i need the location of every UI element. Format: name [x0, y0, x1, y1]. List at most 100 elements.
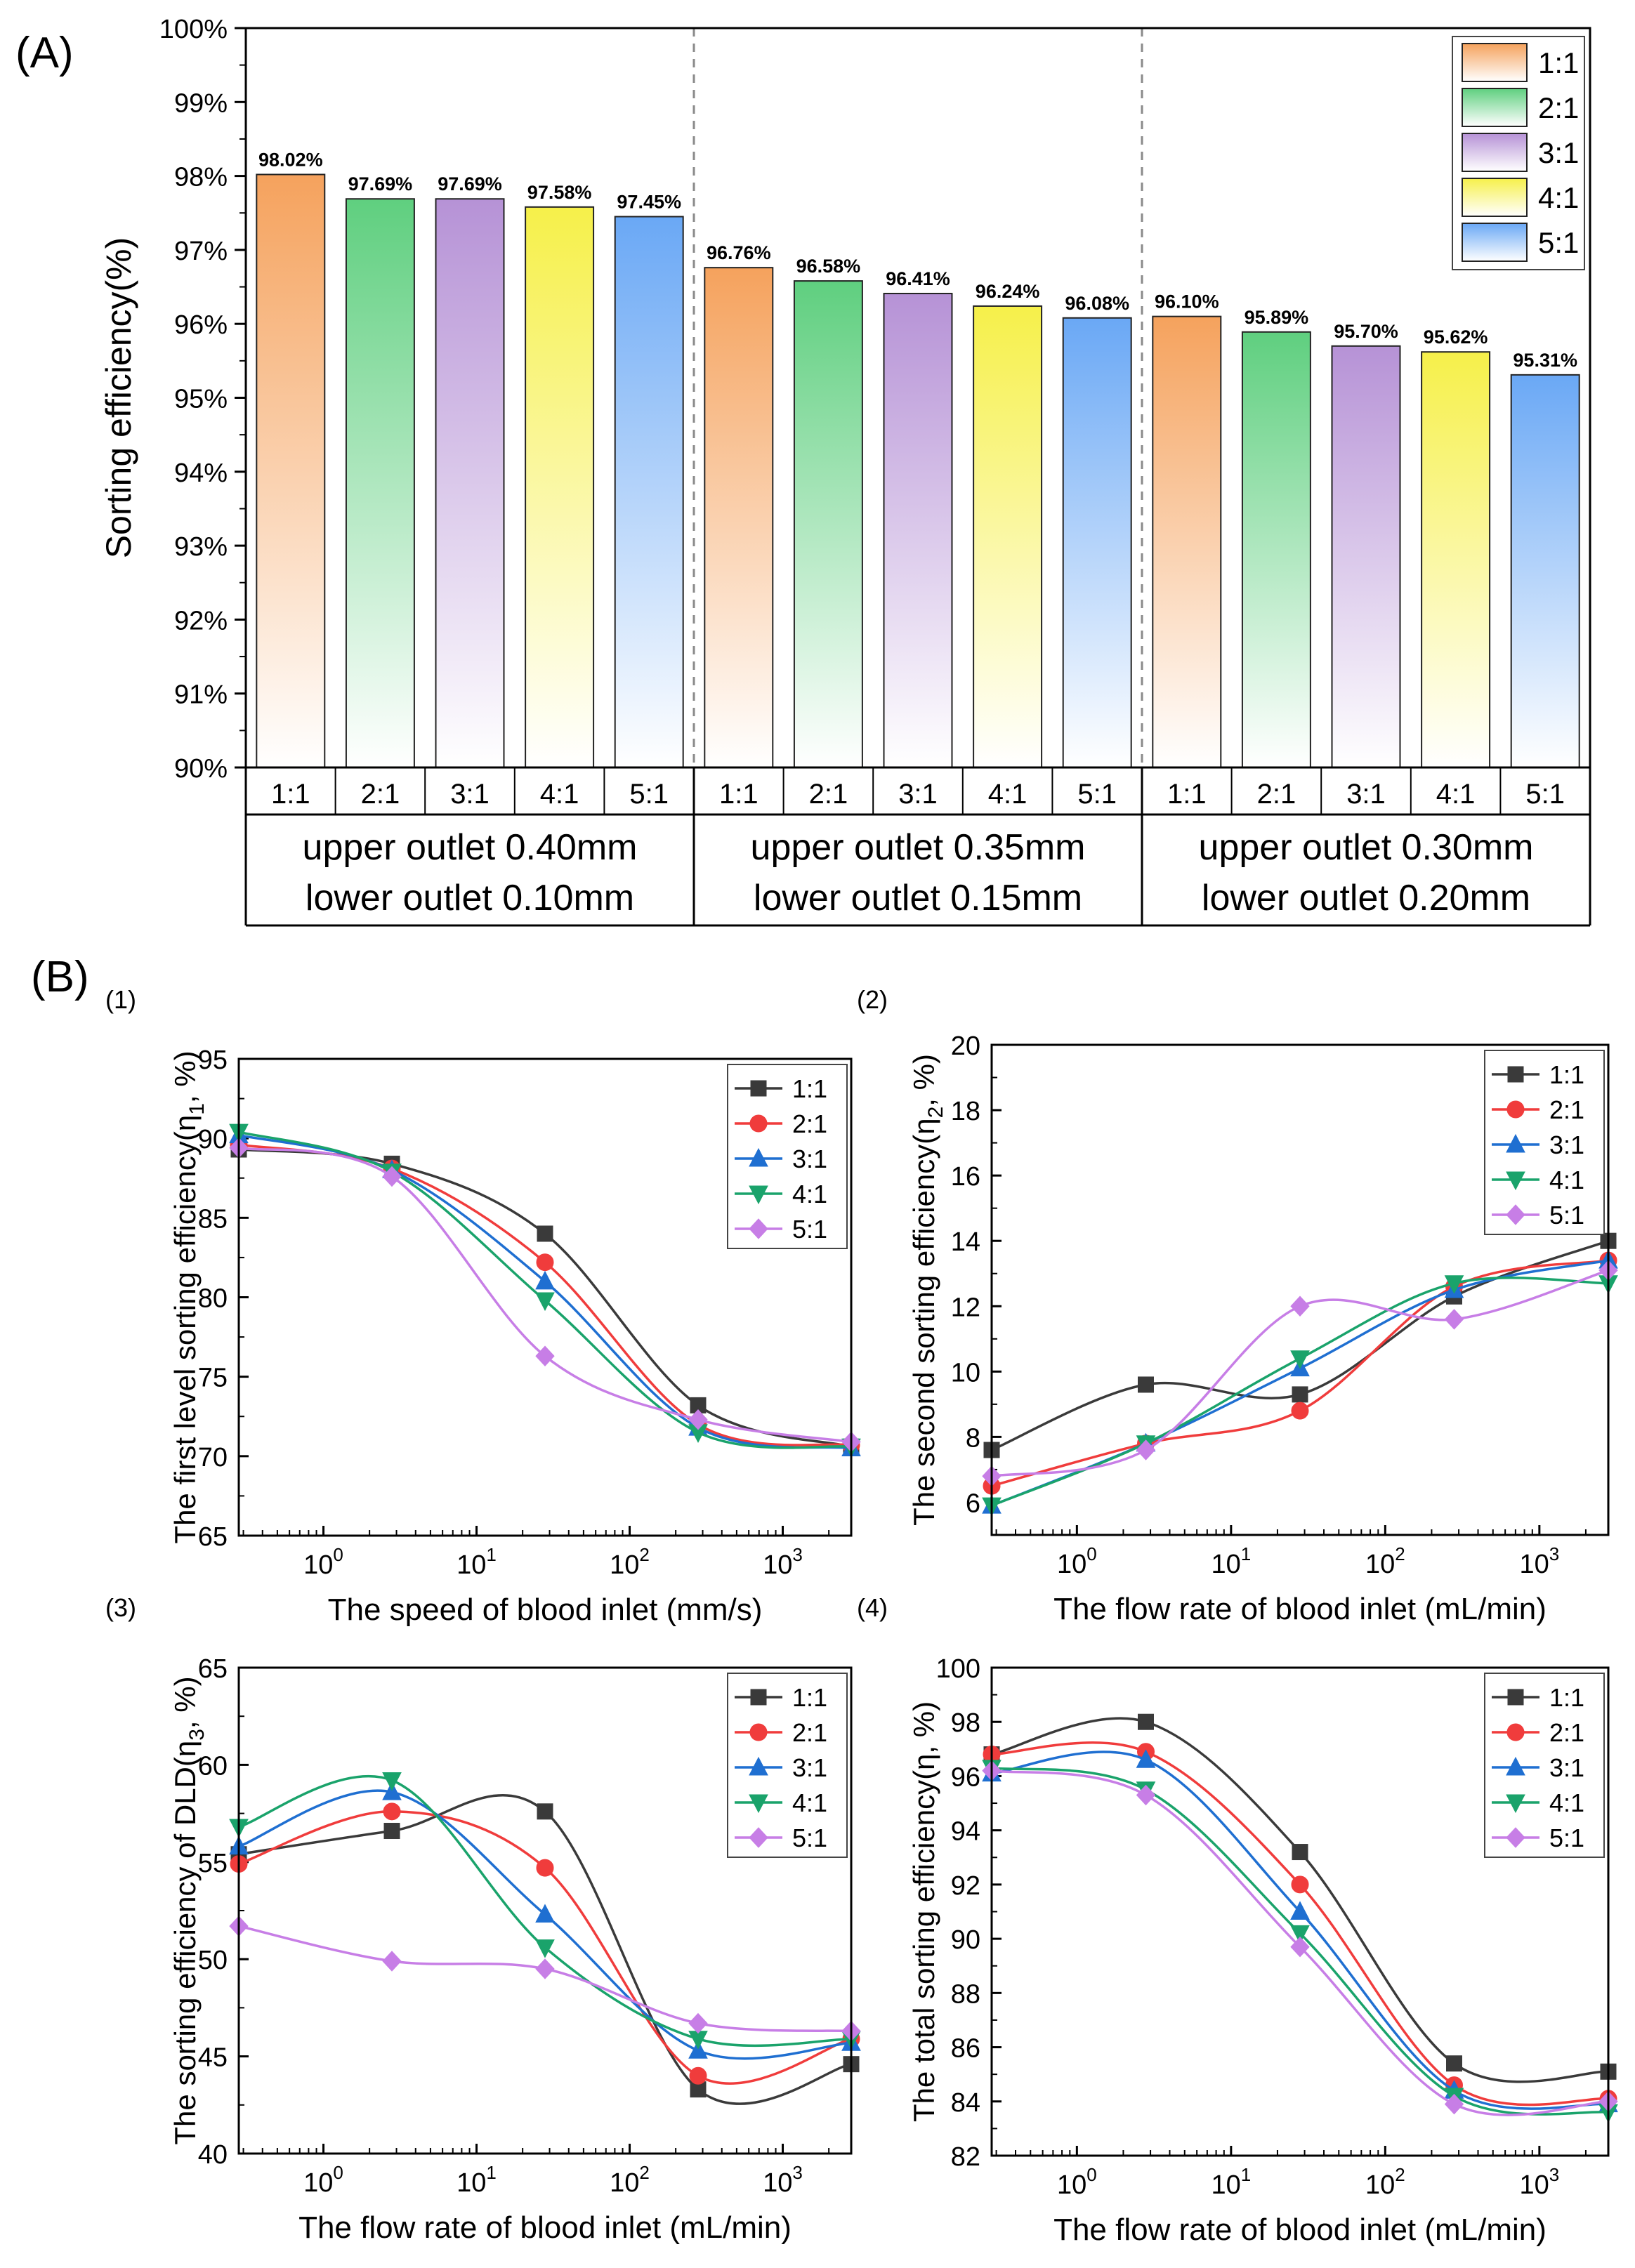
data-point — [535, 1904, 555, 1923]
legend-label: 1:1 — [1549, 1683, 1584, 1712]
x-category-label: 1:1 — [1167, 779, 1207, 810]
bar — [256, 173, 326, 768]
data-point — [536, 1253, 554, 1272]
bar — [525, 206, 595, 768]
x-axis-label: The speed of blood inlet (mm/s) — [328, 1593, 763, 1627]
bar-value-label: 98.02% — [258, 149, 323, 170]
y-tick-label: 91% — [174, 680, 228, 710]
data-point — [1136, 1749, 1156, 1768]
legend-label: 4:1 — [792, 1180, 827, 1208]
data-point — [535, 1270, 555, 1290]
y-tick-label: 90 — [198, 1125, 228, 1154]
y-tick-label: 92 — [951, 1871, 980, 1901]
data-point — [749, 1114, 768, 1133]
y-axis-label: Sorting efficiency(%) — [99, 237, 138, 559]
y-tick-label: 40 — [198, 2140, 228, 2170]
x-tick-label: 102 — [610, 2162, 650, 2198]
bar-value-label: 95.31% — [1513, 350, 1577, 371]
data-point — [1291, 1402, 1309, 1420]
legend-label: 5:1 — [792, 1824, 827, 1852]
bar — [435, 198, 505, 769]
x-tick-label: 103 — [763, 1544, 803, 1580]
bar-value-label: 97.69% — [438, 173, 502, 195]
data-point — [1446, 2055, 1462, 2072]
series-line — [239, 1146, 851, 1444]
bar-chart: 90% 91% 92% 93% 94% 95% 96% 97% 98% 99% 100% Sortin… — [99, 15, 1591, 927]
x-category-label: 5:1 — [629, 779, 669, 810]
subplot-id: (2) — [857, 985, 888, 1014]
y-tick-label: 94% — [174, 459, 228, 488]
legend-label: 3:1 — [792, 1145, 827, 1173]
data-point — [1138, 1376, 1154, 1393]
legend-label: 5:1 — [1549, 1201, 1584, 1229]
y-tick-label: 90% — [174, 754, 228, 784]
data-point — [535, 1958, 555, 1979]
x-axis-label: The flow rate of blood inlet (mL/min) — [1053, 1592, 1547, 1626]
y-tick-label: 86 — [951, 2034, 980, 2064]
y-tick-label: 92% — [174, 606, 228, 635]
data-point — [688, 1409, 708, 1430]
series — [229, 1138, 861, 1453]
data-point — [535, 1292, 555, 1312]
y-tick-label: 90 — [951, 1925, 980, 1955]
x-tick-label: 103 — [763, 2162, 803, 2198]
y-tick-label: 65 — [198, 1522, 228, 1552]
y-tick-label: 98% — [174, 163, 228, 192]
x-tick-label: 102 — [610, 1544, 650, 1580]
x-category-label: 5:1 — [1077, 779, 1117, 810]
x-tick-label: 101 — [1211, 1543, 1251, 1579]
legend-label: 1:1 — [792, 1074, 827, 1103]
legend-label: 2:1 — [792, 1718, 827, 1747]
data-point — [382, 1772, 402, 1791]
line-chart: (3) 40 45 50 55 60 65 100 101 102 103 The flow rate… — [105, 1593, 861, 2245]
legend-label: 4:1 — [1549, 1166, 1584, 1194]
x-category-label: 2:1 — [809, 779, 848, 810]
data-point — [1507, 1689, 1524, 1706]
x-tick-label: 100 — [1057, 1543, 1097, 1579]
bar — [345, 198, 415, 769]
data-point — [1444, 2093, 1464, 2115]
y-tick-label: 65 — [198, 1654, 228, 1684]
legend-box — [1484, 1673, 1605, 1858]
group-label-line2: lower outlet 0.15mm — [754, 878, 1082, 918]
legend-label: 3:1 — [792, 1753, 827, 1782]
y-tick-label: 99% — [174, 88, 228, 118]
series — [982, 1760, 1618, 2116]
y-axis-label: The second sorting efficiency(η2, %) — [907, 1054, 947, 1526]
plot-frame — [244, 27, 1591, 769]
bar — [1241, 331, 1311, 768]
y-tick-label: 20 — [951, 1031, 980, 1061]
bar-value-label: 96.41% — [886, 268, 950, 289]
bar — [1062, 317, 1132, 768]
data-point — [383, 1802, 401, 1821]
bar-value-label: 96.76% — [707, 242, 771, 263]
group-label-line2: lower outlet 0.20mm — [1202, 878, 1530, 918]
x-tick-label: 100 — [303, 2162, 343, 2198]
bar-value-label: 97.69% — [348, 173, 413, 195]
x-tick-label: 100 — [1057, 2164, 1097, 2200]
series-line — [239, 1794, 851, 2105]
legend-label: 2:1 — [792, 1109, 827, 1138]
data-point — [749, 1756, 768, 1776]
legend-label: 4:1 — [1549, 1788, 1584, 1817]
bar-value-label: 96.08% — [1065, 293, 1129, 314]
legend-label: 1:1 — [1549, 1060, 1584, 1089]
data-point — [1506, 1171, 1525, 1191]
x-category-label: 3:1 — [450, 779, 490, 810]
x-tick-label: 103 — [1519, 1543, 1559, 1579]
bar — [1421, 351, 1491, 768]
bar-value-label: 97.45% — [617, 192, 681, 213]
panel-a-tag: (A) — [15, 29, 74, 77]
y-axis-label: The sorting efficiency of DLD(η3, %) — [169, 1676, 209, 2144]
data-point — [1292, 1844, 1308, 1861]
data-point — [750, 1689, 767, 1706]
data-point — [1506, 1756, 1525, 1776]
x-category-label: 4:1 — [540, 779, 579, 810]
bar — [1510, 374, 1580, 768]
x-tick-label: 102 — [1365, 2164, 1405, 2200]
y-tick-label: 93% — [174, 532, 228, 562]
data-point — [537, 1803, 553, 1820]
y-tick-label: 70 — [198, 1443, 228, 1472]
